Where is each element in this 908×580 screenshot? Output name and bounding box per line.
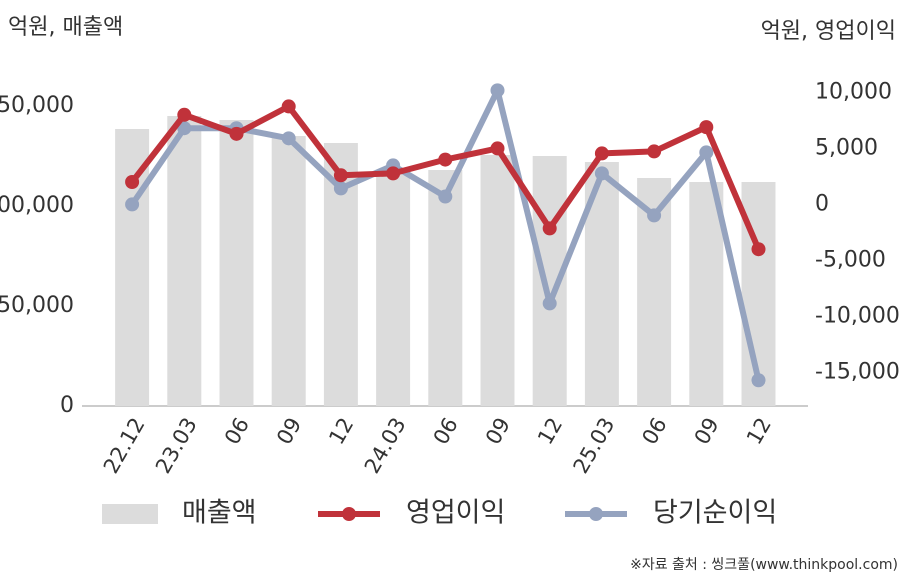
marker [281, 99, 296, 114]
marker [751, 373, 766, 388]
y2-tick-label: 5,000 [815, 135, 878, 160]
marker [281, 131, 296, 146]
marker [125, 174, 140, 189]
x-tick-label: 09 [690, 414, 724, 449]
x-tick-label: 06 [429, 414, 463, 449]
x-tick-label: 09 [272, 414, 306, 449]
x-tick-label: 24.03 [360, 414, 411, 478]
x-tick-label: 12 [742, 414, 776, 449]
marker [751, 242, 766, 257]
y2-tick-label: -10,000 [815, 303, 900, 328]
legend-label: 당기순이익 [653, 498, 777, 529]
marker [125, 197, 140, 212]
x-tick-label: 12 [533, 414, 567, 449]
x-tick-label: 06 [220, 414, 254, 449]
x-tick-label: 06 [637, 414, 671, 449]
y-tick-label: 50,000 [0, 293, 74, 318]
marker [229, 126, 244, 141]
marker [647, 208, 662, 223]
x-tick-label: 23.03 [151, 414, 202, 478]
x-tick-label: 09 [481, 414, 515, 449]
bar [271, 136, 306, 406]
x-tick-label: 12 [324, 414, 358, 449]
x-tick-label: 25.03 [569, 414, 620, 478]
legend-label: 영업이익 [406, 498, 505, 529]
y2-tick-label: 0 [815, 191, 829, 216]
y-tick-label: 150,000 [0, 93, 74, 118]
legend-swatch [102, 504, 158, 524]
marker [333, 168, 348, 183]
legend-marker [342, 507, 356, 521]
bar [376, 170, 411, 406]
marker [438, 189, 453, 204]
y-tick-label: 100,000 [0, 193, 74, 218]
source: ※자료 출처 : 씽크풀(www.thinkpool.com) [630, 557, 898, 573]
marker [438, 152, 453, 167]
marker [594, 166, 609, 181]
marker [177, 107, 192, 122]
marker [386, 166, 401, 181]
marker [177, 121, 192, 136]
marker [490, 141, 505, 156]
bar [167, 116, 202, 406]
x-tick-label: 22.12 [99, 414, 150, 478]
marker [490, 83, 505, 98]
bar [480, 155, 515, 406]
y-tick-label: 0 [60, 393, 74, 418]
bar [428, 170, 463, 406]
y-axis-label: 억원, 매출액 [8, 15, 123, 40]
y2-axis-label: 억원, 영업이익 [761, 19, 896, 44]
legend-marker [589, 507, 603, 521]
marker [647, 144, 662, 159]
legend-label: 매출액 [182, 498, 257, 529]
y2-tick-label: 10,000 [815, 79, 892, 104]
bar [689, 182, 724, 406]
y2-tick-label: -15,000 [815, 359, 900, 384]
marker [542, 221, 557, 236]
marker [699, 120, 714, 135]
marker [699, 145, 714, 160]
marker [594, 146, 609, 161]
y2-tick-label: -5,000 [815, 247, 886, 272]
marker [333, 181, 348, 196]
marker [542, 296, 557, 311]
bar [219, 120, 254, 406]
